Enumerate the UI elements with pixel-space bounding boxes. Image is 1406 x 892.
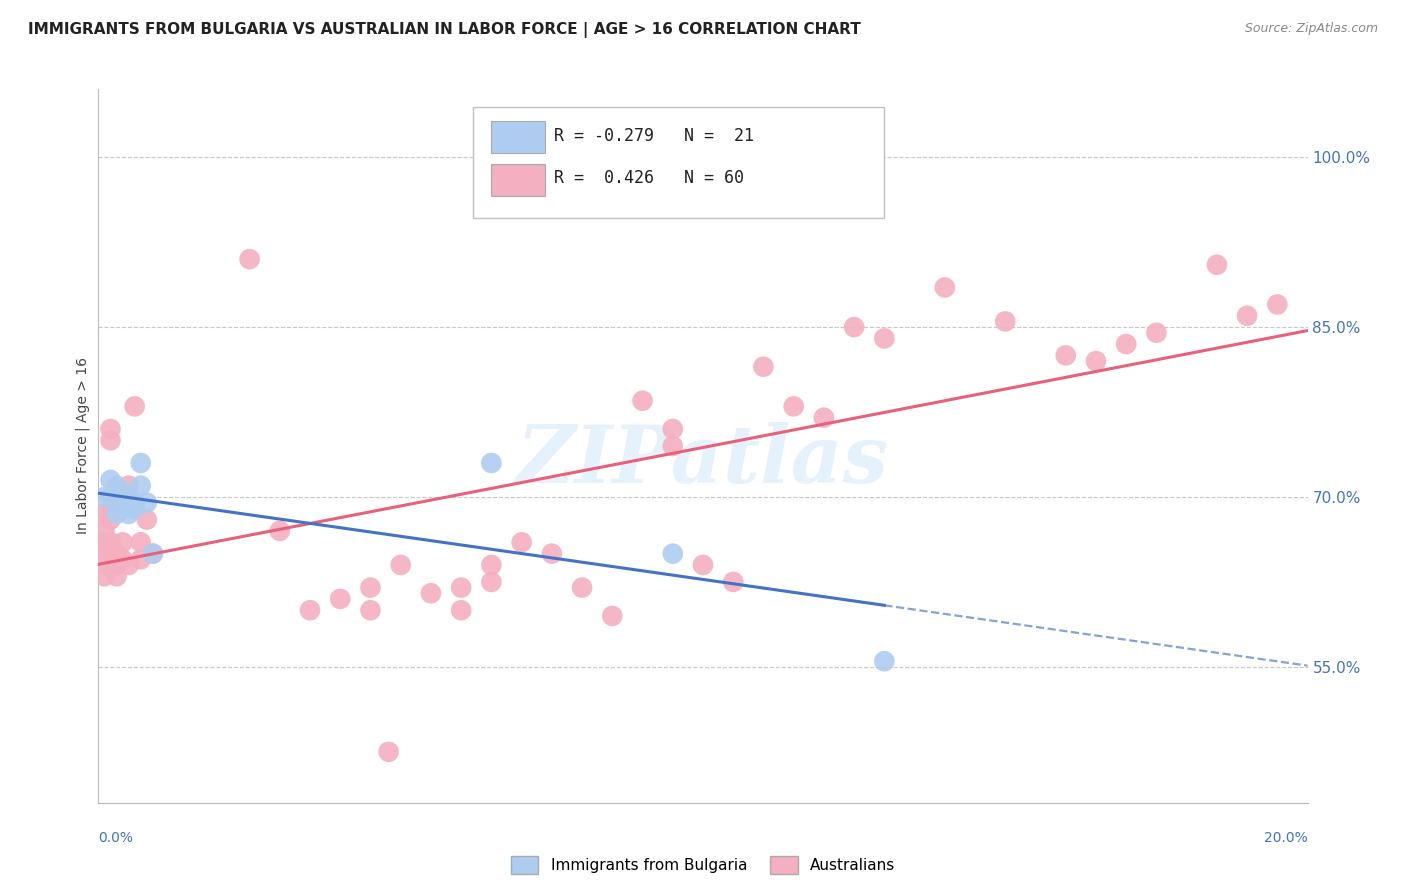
Point <box>124 495 146 509</box>
Point <box>142 547 165 561</box>
Point <box>93 490 115 504</box>
Point <box>994 314 1017 328</box>
Point <box>540 547 562 561</box>
Point <box>100 501 122 516</box>
Point <box>873 654 896 668</box>
Point <box>111 484 134 499</box>
Point <box>118 495 141 509</box>
Point <box>1054 348 1077 362</box>
Point <box>377 745 399 759</box>
Point <box>93 547 115 561</box>
Point <box>118 558 141 572</box>
Point <box>135 495 157 509</box>
Text: ZIPatlas: ZIPatlas <box>517 422 889 499</box>
Point <box>1144 326 1167 340</box>
Point <box>100 547 122 561</box>
Point <box>93 507 115 521</box>
Point <box>360 603 382 617</box>
Point <box>100 473 122 487</box>
Text: IMMIGRANTS FROM BULGARIA VS AUSTRALIAN IN LABOR FORCE | AGE > 16 CORRELATION CHA: IMMIGRANTS FROM BULGARIA VS AUSTRALIAN I… <box>28 22 860 38</box>
Point <box>813 410 835 425</box>
Point <box>481 558 503 572</box>
Point <box>481 574 503 589</box>
Point <box>93 524 115 538</box>
Point <box>111 552 134 566</box>
Point <box>100 434 122 448</box>
Point <box>239 252 262 266</box>
Point <box>1085 354 1108 368</box>
Text: R = -0.279   N =  21: R = -0.279 N = 21 <box>554 127 754 145</box>
Point <box>571 581 593 595</box>
Point <box>450 603 472 617</box>
Point <box>100 513 122 527</box>
Point <box>1206 258 1229 272</box>
Y-axis label: In Labor Force | Age > 16: In Labor Force | Age > 16 <box>76 358 90 534</box>
Point <box>129 478 152 492</box>
Point <box>662 439 685 453</box>
Point <box>135 513 157 527</box>
Point <box>105 558 128 572</box>
Point <box>100 490 122 504</box>
Point <box>934 280 956 294</box>
Point <box>723 574 745 589</box>
Point <box>752 359 775 374</box>
Text: R =  0.426   N = 60: R = 0.426 N = 60 <box>554 169 744 187</box>
Text: 0.0%: 0.0% <box>98 831 134 846</box>
Point <box>510 535 533 549</box>
Point <box>105 547 128 561</box>
Point <box>105 507 128 521</box>
Point <box>129 456 152 470</box>
Text: 20.0%: 20.0% <box>1264 831 1308 846</box>
Legend: Immigrants from Bulgaria, Australians: Immigrants from Bulgaria, Australians <box>505 850 901 880</box>
Point <box>844 320 866 334</box>
Point <box>631 393 654 408</box>
Point <box>118 507 141 521</box>
Point <box>1236 309 1258 323</box>
Point <box>1115 337 1137 351</box>
Point <box>111 535 134 549</box>
Point <box>299 603 322 617</box>
Point <box>142 547 165 561</box>
Point <box>420 586 443 600</box>
Point <box>129 552 152 566</box>
Text: Source: ZipAtlas.com: Source: ZipAtlas.com <box>1244 22 1378 36</box>
Point <box>129 535 152 549</box>
Point <box>450 581 472 595</box>
Point <box>662 547 685 561</box>
FancyBboxPatch shape <box>492 164 544 195</box>
Point <box>93 558 115 572</box>
Point <box>100 535 122 549</box>
Point <box>124 400 146 414</box>
Point <box>269 524 291 538</box>
Point <box>602 608 624 623</box>
Point <box>481 456 503 470</box>
Point <box>111 490 134 504</box>
Point <box>118 490 141 504</box>
Point <box>93 535 115 549</box>
Point <box>124 501 146 516</box>
Point <box>692 558 714 572</box>
Point <box>105 478 128 492</box>
Point <box>329 591 352 606</box>
Point <box>873 331 896 345</box>
Point <box>1267 297 1289 311</box>
Point <box>783 400 806 414</box>
Point <box>105 569 128 583</box>
Point <box>100 422 122 436</box>
Point <box>360 581 382 595</box>
FancyBboxPatch shape <box>492 121 544 153</box>
Point <box>389 558 412 572</box>
Point <box>93 569 115 583</box>
Point <box>111 501 134 516</box>
Point <box>105 495 128 509</box>
FancyBboxPatch shape <box>474 107 884 218</box>
Point <box>662 422 685 436</box>
Point <box>118 478 141 492</box>
